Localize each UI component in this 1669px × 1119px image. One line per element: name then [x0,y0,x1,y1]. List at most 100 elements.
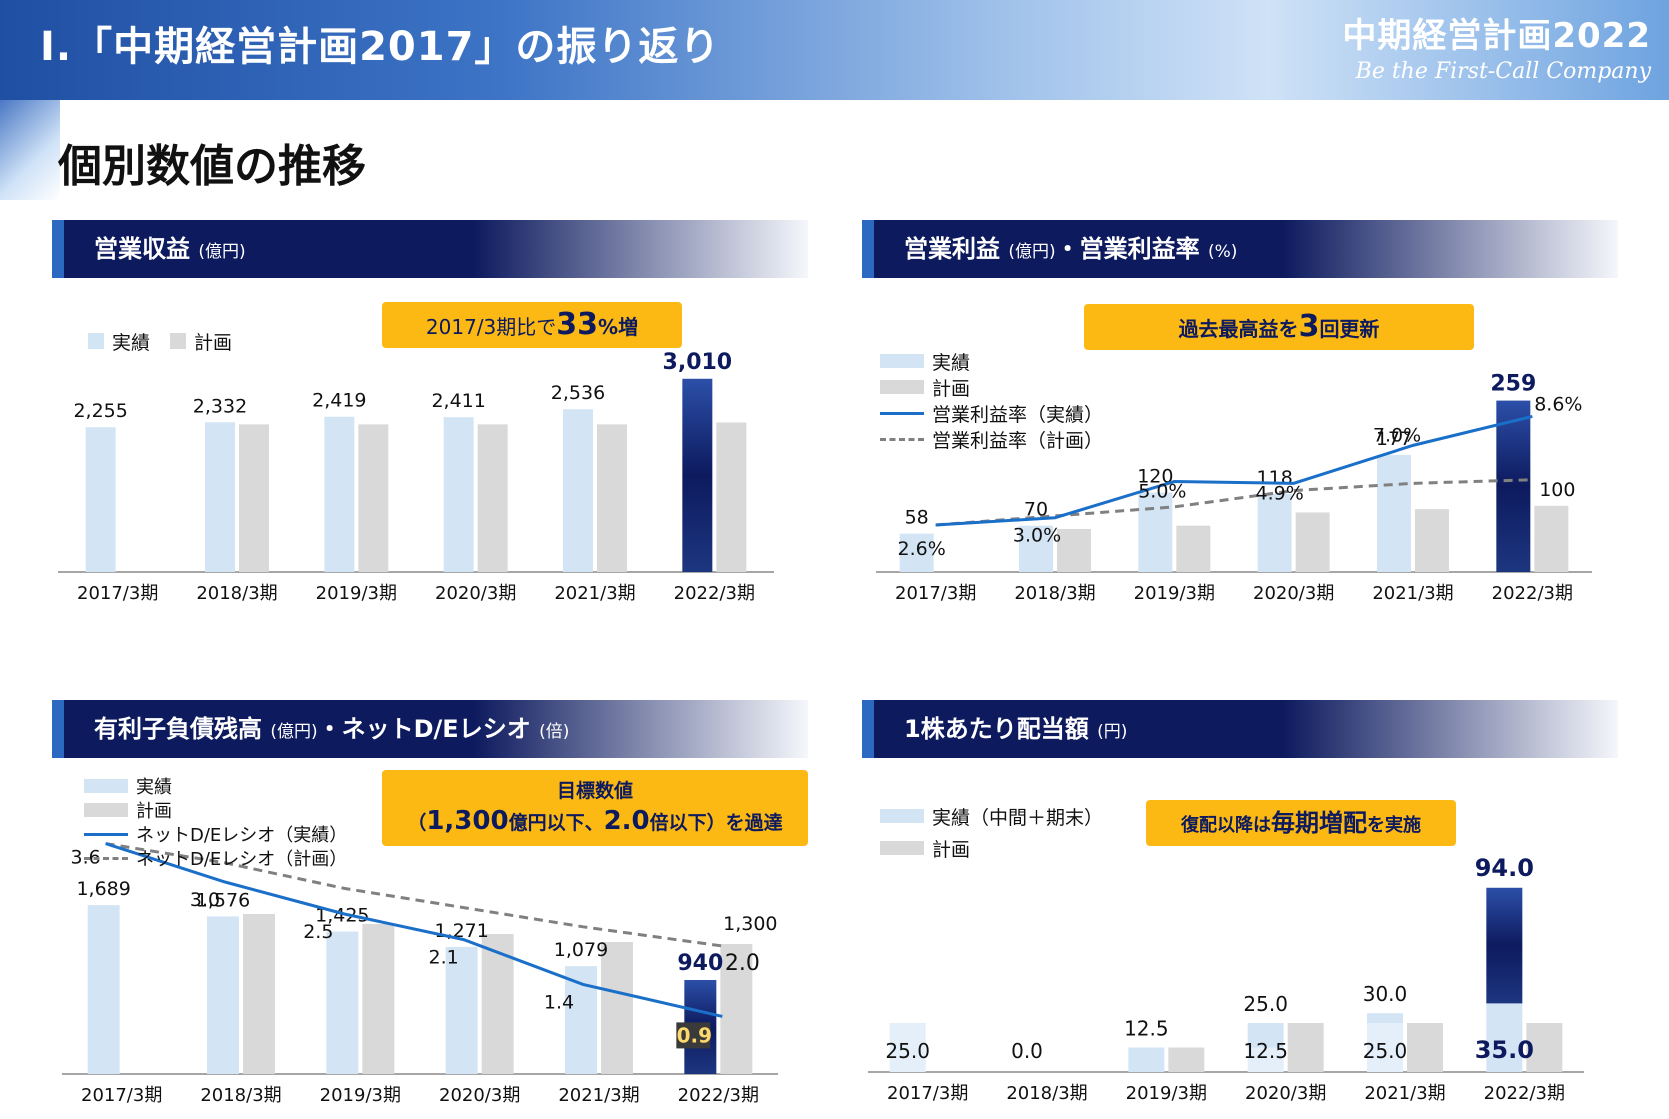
bar-actual [445,946,478,1074]
bar-actual [207,916,239,1074]
bar-actual [899,533,934,572]
total-label: 12.5 [1124,1017,1169,1041]
bar-actual [326,931,359,1074]
x-tick-label: 2021/3期 [554,583,635,604]
callout-big2: 2.0 [603,806,650,836]
x-tick-label: 2020/3期 [439,1085,520,1106]
panel-header: 営業利益 (億円)・営業利益率 (%) [862,220,1618,278]
panel-title: 1株あたり配当額 [904,715,1089,743]
bar-interim [889,1023,926,1072]
legend: 実績 計画 ネットD/Eレシオ（実績） ネットD/Eレシオ（計画） [84,774,347,870]
bar-plan [477,424,508,572]
total-label: 25.0 [885,1039,930,1063]
bar-plan [1407,1023,1443,1072]
x-tick-label: 2018/3期 [1006,1083,1087,1104]
bar-year-end [1367,1013,1403,1023]
callout-big: 3 [1298,309,1320,344]
x-tick-label: 2017/3期 [887,1083,968,1104]
panel-revenue: 営業収益 (億円) 2017/3期 2018/3期 2019/3期 2020/3期 20… [52,220,808,660]
bar-plan [243,914,275,1074]
data-label: 1,689 [76,878,130,900]
bar-plan [601,942,633,1074]
bar-plan [1526,1023,1563,1072]
data-label: 3,010 [663,350,733,375]
bar-plan [1287,1023,1324,1072]
bar-actual [205,422,235,572]
plan-label: 1,300 [723,913,777,935]
x-tick-label: 2019/3期 [320,1085,401,1106]
x-tick-label: 2021/3期 [558,1085,639,1106]
x-tick-label: 2022/3期 [678,1085,759,1106]
panel-title: 営業利益 [904,235,1000,263]
bar-interim [1486,1003,1523,1072]
bar-plan [716,422,747,572]
rate-actual-line [935,414,1533,527]
rate-label: 8.6% [1534,393,1582,415]
legend-ratio-plan: ネットD/Eレシオ（計画） [84,846,347,870]
panel-header: 有利子負債残高 (億円)・ネットD/Eレシオ (倍) [52,700,808,758]
bar-year-end [1486,887,1523,1004]
legend-rate-actual: 営業利益率（実績） [880,400,1103,426]
data-label: 940 [677,951,723,976]
inner-label: 25.0 [1363,1039,1408,1063]
total-label: 0.0 [1011,1039,1043,1063]
bar-plan [1534,505,1569,572]
x-tick-label: 2019/3期 [1134,583,1215,604]
data-label: 2,419 [312,390,366,412]
x-tick-label: 2017/3期 [77,583,158,604]
rate-plan-line [935,478,1533,527]
x-tick-label: 2022/3期 [674,583,755,604]
legend-actual: 実績 [880,348,1103,374]
data-label: 58 [905,507,929,529]
legend-actual: 実績 [84,774,347,798]
callout: 目標数値 （1,300億円以下、2.0倍以下）を過達 [382,770,808,846]
data-label: 2,536 [551,382,605,404]
brand-name: 中期経営計画2022 [1342,16,1651,56]
bar-plan [1415,509,1449,572]
data-label: 1,576 [196,889,250,911]
panel-unit: (億円) [270,722,318,742]
page-title: 個別数値の推移 [58,141,366,192]
legend-actual: 実績（中間＋期末） [880,800,1103,832]
inner-label: 12.5 [1243,1039,1288,1063]
ratio-label: 2.5 [303,921,333,943]
bar-plan [239,424,269,572]
panel-unit: (億円) [198,242,246,262]
bar-plan [1176,525,1211,572]
ratio-plan-line [105,842,723,948]
chart-operating-profit: 2017/3期 2018/3期 2019/3期 2020/3期 2021/3期 2022/… [876,372,1592,604]
bar-plan [597,424,627,572]
corner-decoration [0,100,60,200]
x-tick-label: 2022/3期 [1492,583,1573,604]
legend-rate-plan: 営業利益率（計画） [880,426,1103,452]
callout: 過去最高益を3回更新 [1084,304,1474,350]
bar-actual [324,416,355,572]
bar-actual [1496,400,1531,572]
rate-label: 2.6% [898,538,946,560]
legend-plan: 計画 [880,374,1103,400]
data-label: 2,332 [193,395,247,417]
panel-header: 営業収益 (億円) [52,220,808,278]
bar-interim [1247,1047,1284,1072]
rate-label: 3.0% [1013,525,1061,547]
panel-unit2: (倍) [539,722,570,742]
panel-unit: (億円) [1008,242,1056,262]
callout-post: 回更新 [1319,317,1380,341]
bar-plan [1295,512,1330,572]
bar-actual [85,427,116,572]
panel-title2: ・営業利益率 [1055,235,1200,263]
callout-post: %増 [598,315,639,339]
x-tick-label: 2021/3期 [1364,1083,1445,1104]
bar-plan [1057,528,1091,572]
legend: 実績 計画 営業利益率（実績） 営業利益率（計画） [880,348,1103,452]
bar-actual [87,905,120,1074]
legend-plan: 計画 [84,798,347,822]
data-label: 177 [1376,428,1412,450]
x-tick-label: 2018/3期 [1014,583,1095,604]
chart-debt: 2017/3期 2018/3期 2019/3期 2020/3期 2021/3期 2022/… [62,842,778,1106]
data-label: 120 [1137,466,1173,488]
ratio-highlight [676,1022,711,1049]
total-label: 25.0 [1243,992,1288,1016]
callout-big1: 1,300 [426,806,509,836]
ratio-actual-line [105,842,723,1018]
